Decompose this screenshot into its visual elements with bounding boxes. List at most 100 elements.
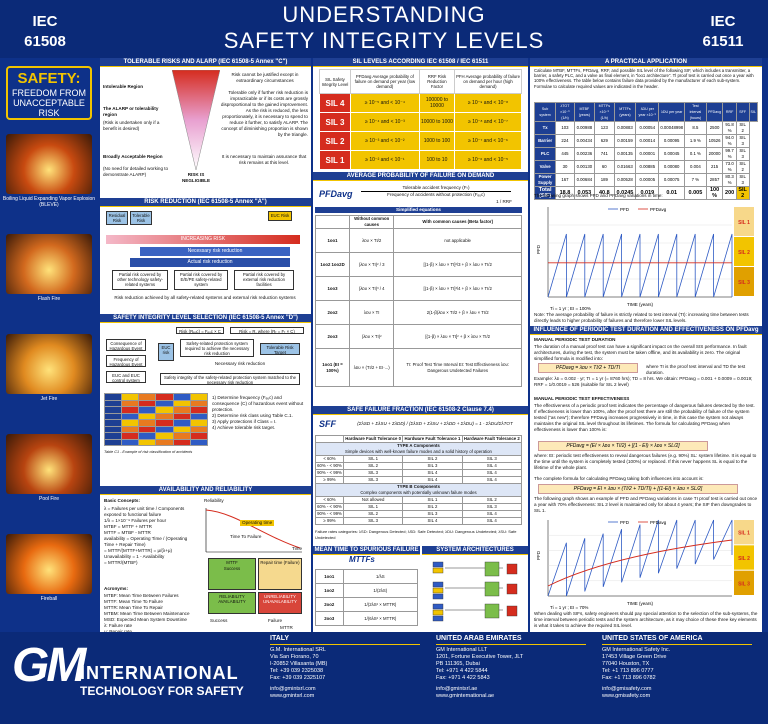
availability-formula: λ = Failures per unit time / Components …: [104, 506, 185, 517]
sil-levels-table: SIL Safety Integrity Level PFDavg Average…: [319, 69, 522, 170]
sff-label: SFF: [319, 419, 336, 429]
failure-axis-label: Failure: [268, 618, 283, 623]
office-line[interactable]: info@gmintsrl.com: [270, 686, 316, 692]
pfd-eq-cell: λᴅᴜ × TI: [348, 300, 395, 325]
sil-band: [734, 520, 754, 545]
practical-cell: Tx: [533, 121, 557, 135]
practical-cell: 741: [594, 147, 615, 161]
sil-step: 1) Determine frequency (Fₑᵤc) and conseq…: [212, 395, 304, 412]
availability-formula: Unavailability = 1 - Availability: [104, 554, 165, 559]
risk-reduction-all: Risk reduction achieved by all safety-re…: [114, 295, 296, 300]
effectiveness-title: MANUAL PERIODIC TEST EFFECTIVENESS: [534, 396, 630, 401]
practical-cell: 94.0 %: [722, 134, 737, 148]
mttf-label: MTTF: [226, 560, 238, 565]
logo-tagline: TECHNOLOGY FOR SAFETY: [80, 684, 244, 698]
broad-region-label: Broadly Acceptable Region: [103, 154, 163, 159]
office-line[interactable]: www.gmintemational.ae: [436, 693, 495, 699]
acronym-item: MTBM: Mean Time Between Maintenance: [104, 611, 190, 616]
practical-cell: SIL 2: [735, 186, 750, 200]
pfd-arch-cell: 1oo1 (EI = 100%): [315, 348, 350, 387]
pfd-graph-2: SIL 1 SIL 2 SIL 3 PFD PFDavg PFD TIME (years) T…: [536, 519, 754, 610]
office-block: UNITED ARAB EMIRATES GM International LLT…: [436, 634, 586, 700]
sff-row: < 60% SIL 1 SIL 2 SIL 3: [315, 455, 523, 463]
practical-row: Power Supply 167 0.00684 189 0.00528 0.00005 0…: [533, 173, 758, 187]
sff-cell: Not allowed: [342, 496, 404, 504]
column-3: A PRACTICAL APPLICATION Calculate MTBF, …: [530, 58, 762, 632]
sff-cell: SIL 3: [342, 517, 404, 525]
pfd-eq-cell: (λᴅᴜ × TI)²: [348, 324, 395, 349]
practical-cell: SIL 3: [735, 147, 750, 161]
office-line[interactable]: info@gmisafety.com: [602, 686, 652, 692]
practical-cell: 189: [594, 173, 615, 187]
alarp-block: Intolerable Region Risk cannot be justif…: [100, 70, 311, 183]
sff-table: Hardware Fault Tolerance 0 Hardware Fault…: [315, 435, 523, 525]
practical-header-cell: MTTFs (years): [613, 102, 637, 122]
tolerable-risk-box: Tolerable Risk: [130, 211, 152, 225]
availability-formula: MTBF = MTTF + MTTR: [104, 524, 152, 529]
sil-table-row: SIL 2 ≥ 10⁻³ and < 10⁻² 1000 to 100 ≥ 10⁻⁷ …: [319, 131, 522, 151]
practical-header-cell: λDU per year: [658, 102, 686, 122]
office-line[interactable]: www.gmisafety.com: [602, 693, 651, 699]
broad-region-sub: (No need for detailed working to demonst…: [103, 166, 169, 177]
sil-table-header: PFH Average probability of failure on de…: [454, 69, 522, 94]
architecture-diagram: [432, 561, 518, 622]
practical-cell: 0.00045: [658, 147, 686, 161]
acronym-item: MTBF: Mean Time Between Failures: [104, 593, 179, 598]
practical-cell: SIL 3: [735, 173, 750, 187]
pfd-block: PFDavg Tolerable accident frequency (Fₜ)…: [313, 183, 528, 401]
sff-cell: < 60%: [315, 496, 344, 504]
sil-selection-block: Risk (Rₑᵤc) = Fₑᵤc × C Risk = R, where (…: [100, 325, 311, 479]
practical-row: Tx 103 0.00988 123 0.00883 0.00054 0.00048998 8…: [533, 121, 758, 135]
arch-title: SYSTEM ARCHITECTURES: [422, 546, 528, 555]
sil-value-cell: ≥ 10⁻⁷ and < 10⁻⁶: [454, 131, 522, 151]
mtts-cell: 1oo2: [315, 583, 344, 598]
risk-grid-row: [103, 406, 209, 414]
pfd-eq-cell: (λᴅᴜ × TI)³ / 4: [348, 276, 395, 301]
manual-example: Example: λᴅ = 0.002 · yr; TI = 1 yr (= 8…: [534, 376, 753, 387]
arch-voter: [484, 581, 500, 597]
practical-cell: 0.00080: [658, 160, 686, 174]
mtts-cell: 2oo2: [315, 597, 344, 612]
acronyms-label: Acronyms:: [104, 586, 128, 591]
office-line: PB 111365, Dubai: [436, 661, 480, 667]
arch-voter: [484, 603, 500, 619]
hazard-caption: Jet Fire: [40, 396, 58, 402]
sff-row: ≥ 99% SIL 3 SIL 4 SIL 4: [315, 476, 523, 484]
tolerable-target-box: Tolerable Risk Target: [260, 343, 300, 355]
office-line: 1201, Fortune Executive Tower, JLT: [436, 654, 524, 660]
office-line: Via San Fiorano, 70: [270, 654, 319, 660]
arch-block: [432, 603, 444, 610]
practical-cell: 0.053: [573, 186, 596, 200]
availability-formula: 1/λ = 1×10⁻⁹ Failures per hour: [104, 518, 167, 523]
mtts-cell: 1oo1: [315, 569, 344, 584]
sff-cell: SIL 2: [342, 510, 404, 518]
necessary-risk-bar: Necessary risk reduction: [140, 247, 290, 256]
practical-row: PLC 445 0.00236 741 0.00135 0.00001 0.00045 0.1…: [533, 147, 758, 161]
safety-title: SAFETY:: [17, 70, 81, 87]
sff-type-cell: TYPE A Components Simple devices with wel…: [315, 442, 522, 456]
ti-label: Ti = 1 yr ; EI = 100%: [550, 306, 591, 311]
office-country: ITALY: [270, 634, 420, 645]
practical-cell: 0.00075: [658, 173, 686, 187]
header-right-text: IEC 61511: [702, 13, 744, 50]
sff-type-label: TYPE B Components: [397, 484, 440, 489]
practical-cell: 20000: [705, 147, 724, 161]
sff-header-cell: Hardware Fault Tolerance 1: [402, 435, 463, 443]
sil-table-row: SIL 1 ≥ 10⁻² and < 10⁻¹ 100 to 10 ≥ 10⁻⁶ an…: [319, 150, 522, 170]
practical-cell: 18.8: [555, 186, 575, 200]
sff-header-cell: Hardware Fault Tolerance 2: [461, 435, 523, 443]
risk-grid-cell: [138, 438, 157, 446]
office-line[interactable]: www.gmintsrl.com: [270, 693, 315, 699]
pfdavg-line: [547, 539, 733, 587]
availability-formula: MTTF = MTBF - MTTR: [104, 530, 151, 535]
practical-cell: 10526: [705, 134, 724, 148]
mtts-row: 2oo3 1/(6λS² × MTTR): [315, 611, 419, 626]
complete-formula: PFDavg = EI × λᴅᴜ × (TI/2 + TD/TI) + [(1…: [538, 484, 738, 494]
sil-value-cell: ≥ 10⁻⁶ and < 10⁻⁵: [454, 150, 522, 170]
sil-value-cell: 100 to 10: [418, 150, 456, 170]
hazard-photo: [6, 434, 92, 494]
office-line[interactable]: info@gmintsrl.ae: [436, 686, 478, 692]
arch-block: [432, 567, 444, 574]
practical-cell: 7 %: [684, 173, 707, 187]
